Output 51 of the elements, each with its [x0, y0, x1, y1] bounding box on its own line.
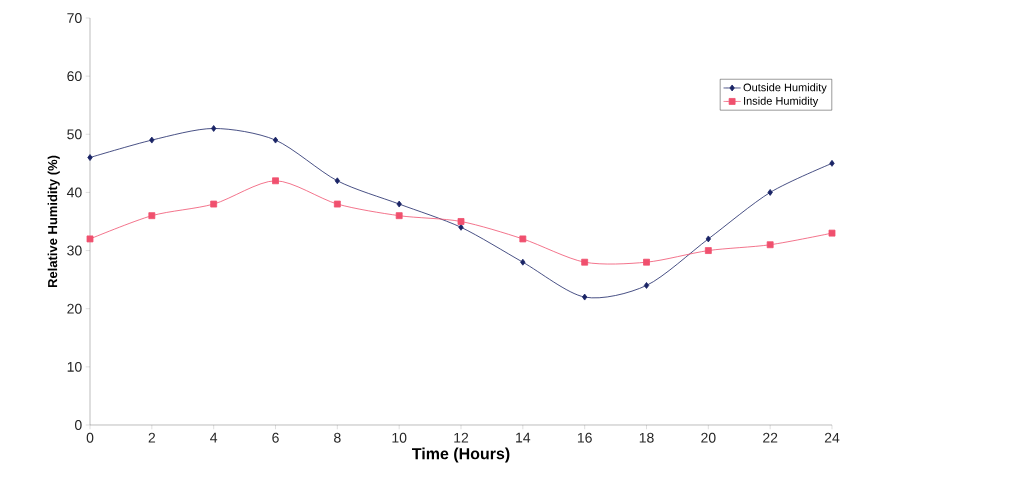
x-tick-label: 10 — [392, 432, 407, 443]
legend-label: Inside Humidity — [744, 96, 819, 107]
point — [149, 136, 155, 144]
point — [211, 125, 217, 132]
y-tick-label: 0 — [74, 420, 82, 430]
x-tick-label: 8 — [334, 432, 341, 443]
point — [395, 212, 403, 220]
x-tick-label: 12 — [454, 432, 469, 443]
point — [828, 229, 836, 237]
y-tick-label: 50 — [67, 129, 82, 140]
y-tick-label: 60 — [67, 71, 82, 82]
point — [272, 136, 279, 144]
x-tick-label: 24 — [824, 432, 840, 443]
x-tick-label: 14 — [516, 432, 531, 443]
y-tick-label: 30 — [67, 245, 82, 256]
y-tick-label: 70 — [67, 13, 82, 23]
x-tick-label: 16 — [577, 432, 592, 443]
legend-label: Outside Humidity — [743, 83, 827, 94]
x-tick-label: 0 — [86, 432, 94, 443]
point — [333, 200, 341, 208]
point — [705, 235, 711, 243]
point — [704, 247, 712, 254]
point — [766, 241, 774, 249]
point — [457, 218, 465, 225]
point — [86, 235, 94, 243]
point — [520, 258, 526, 266]
y-tick-label: 10 — [67, 361, 82, 372]
point — [396, 200, 402, 208]
point — [87, 154, 93, 161]
point — [643, 258, 650, 266]
point — [829, 159, 835, 167]
point — [519, 235, 527, 243]
x-tick-label: 22 — [763, 432, 778, 443]
x-tick-label: 2 — [148, 432, 156, 443]
point — [581, 258, 589, 266]
point — [210, 200, 218, 208]
x-tick-label: 6 — [272, 432, 279, 443]
point — [643, 282, 650, 289]
point — [458, 223, 464, 231]
point — [767, 189, 773, 196]
x-tick-label: 18 — [639, 432, 654, 443]
point — [148, 212, 156, 220]
y-axis-title: Relative Humidity (%) — [47, 155, 60, 288]
x-tick-label: 20 — [701, 432, 716, 443]
y-tick-label: 20 — [67, 303, 82, 314]
y-tick-label: 40 — [66, 187, 82, 198]
x-tick-label: 4 — [210, 432, 218, 443]
point — [334, 177, 340, 185]
x-axis-title: Time (Hours) — [411, 447, 510, 463]
point — [582, 293, 588, 301]
point — [272, 177, 279, 185]
